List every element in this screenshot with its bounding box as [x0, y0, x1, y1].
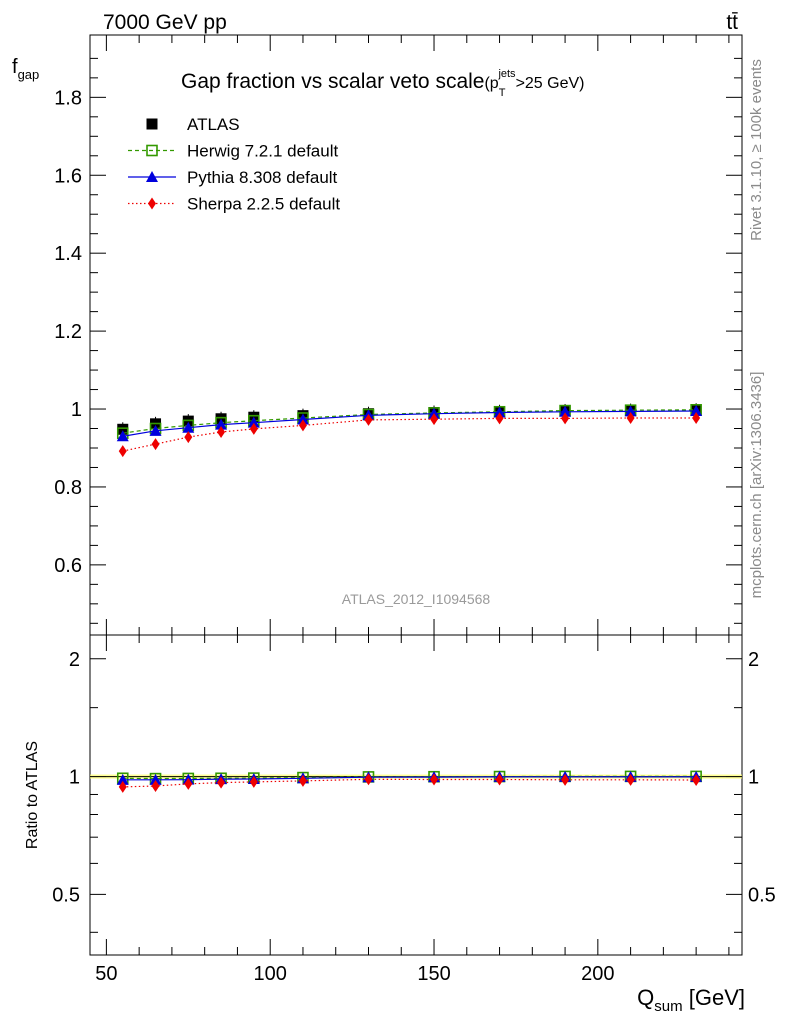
header-process: tt̄ [726, 11, 738, 34]
ratio-series-point-1 [116, 773, 129, 785]
rivet-version-text: Rivet 3.1.10, ≥ 100k events [748, 59, 765, 241]
top-series-point-2 [215, 418, 228, 430]
top-series-point-0 [117, 423, 129, 435]
x-tick-label: 200 [581, 963, 614, 985]
top-series-line-3 [122, 417, 697, 452]
ratio-series-point-2 [184, 777, 193, 790]
top-series-point-2 [182, 421, 195, 433]
legend-label-3: Sherpa 2.2.5 default [187, 195, 340, 214]
mcplots-text: mcplots.cern.ch [arXiv:1306.3436] [748, 372, 765, 599]
ratio-series-point-2 [118, 780, 127, 793]
x-tick-label: 150 [417, 963, 450, 985]
x-tick-label: 100 [254, 963, 287, 985]
top-series-point-3 [118, 445, 127, 458]
chart-title: Gap fraction vs scalar veto scale(pTjets… [181, 68, 585, 99]
top-series-point-3 [249, 422, 258, 435]
top-series-point-3 [495, 412, 504, 425]
y-axis-label-top: fgap [12, 56, 39, 82]
top-series-point-2 [559, 405, 572, 417]
top-series-point-3 [692, 411, 701, 424]
y-tick-label: 1 [71, 399, 82, 421]
top-series-point-2 [624, 405, 637, 417]
y-tick-label: 1.2 [54, 321, 82, 343]
legend-label-0: ATLAS [187, 115, 240, 134]
top-series-point-2 [247, 416, 260, 428]
top-series-point-3 [217, 426, 226, 439]
ratio-series-point-2 [298, 774, 307, 787]
y-tick-label: 2 [69, 649, 80, 671]
ratio-series-line-1 [122, 776, 697, 781]
top-series-line-2 [122, 410, 697, 437]
top-series-line-1 [122, 409, 697, 434]
y-tick-label: 1.6 [54, 165, 82, 187]
y-tick-label-right: 2 [748, 649, 759, 671]
x-axis-label: Qsum [GeV] [637, 985, 745, 1015]
ratio-series-point-2 [151, 780, 160, 793]
top-series-point-3 [430, 413, 439, 426]
top-series-point-2 [116, 430, 129, 442]
x-tick-label: 50 [95, 963, 117, 985]
legend-marker-0 [146, 118, 158, 130]
y-tick-label-right: 0.5 [748, 884, 776, 906]
top-series-point-3 [364, 413, 373, 426]
ratio-series-point-2 [626, 773, 635, 786]
y-tick-label: 1.4 [54, 243, 82, 265]
top-series-point-3 [626, 411, 635, 424]
top-series-point-3 [298, 419, 307, 432]
ratio-series-point-2 [249, 775, 258, 788]
legend-marker-3 [148, 197, 156, 210]
y-tick-label-right: 1 [748, 767, 759, 789]
legend-marker-1 [146, 144, 158, 157]
y-tick-label: 0.5 [52, 884, 80, 906]
top-series-point-2 [149, 424, 162, 436]
analysis-watermark: ATLAS_2012_I1094568 [342, 591, 491, 607]
ratio-series-line-2 [122, 778, 697, 788]
ratio-series-point-2 [217, 776, 226, 789]
y-axis-label-bottom: Ratio to ATLAS [24, 741, 41, 849]
legend-marker-2 [146, 171, 158, 182]
legend-label-1: Herwig 7.2.1 default [187, 142, 338, 161]
ratio-series-point-1 [149, 773, 162, 785]
ratio-series-point-2 [430, 773, 439, 786]
ratio-series-point-2 [692, 773, 701, 786]
y-tick-label: 1 [69, 767, 80, 789]
y-tick-label: 0.6 [54, 555, 82, 577]
top-series-point-3 [184, 431, 193, 444]
bottom-panel-frame [89, 634, 743, 956]
header-energy: 7000 GeV pp [103, 11, 227, 34]
top-series-point-2 [296, 413, 309, 425]
legend-label-2: Pythia 8.308 default [187, 168, 338, 187]
top-series-point-2 [493, 406, 506, 418]
top-series-point-3 [561, 412, 570, 425]
ratio-series-point-2 [561, 773, 570, 786]
ratio-series-point-2 [495, 773, 504, 786]
y-tick-label: 0.8 [54, 477, 82, 499]
y-tick-label: 1.8 [54, 87, 82, 109]
top-series-point-3 [151, 438, 160, 451]
top-series-point-2 [690, 404, 703, 416]
ratio-series-point-2 [364, 773, 373, 786]
